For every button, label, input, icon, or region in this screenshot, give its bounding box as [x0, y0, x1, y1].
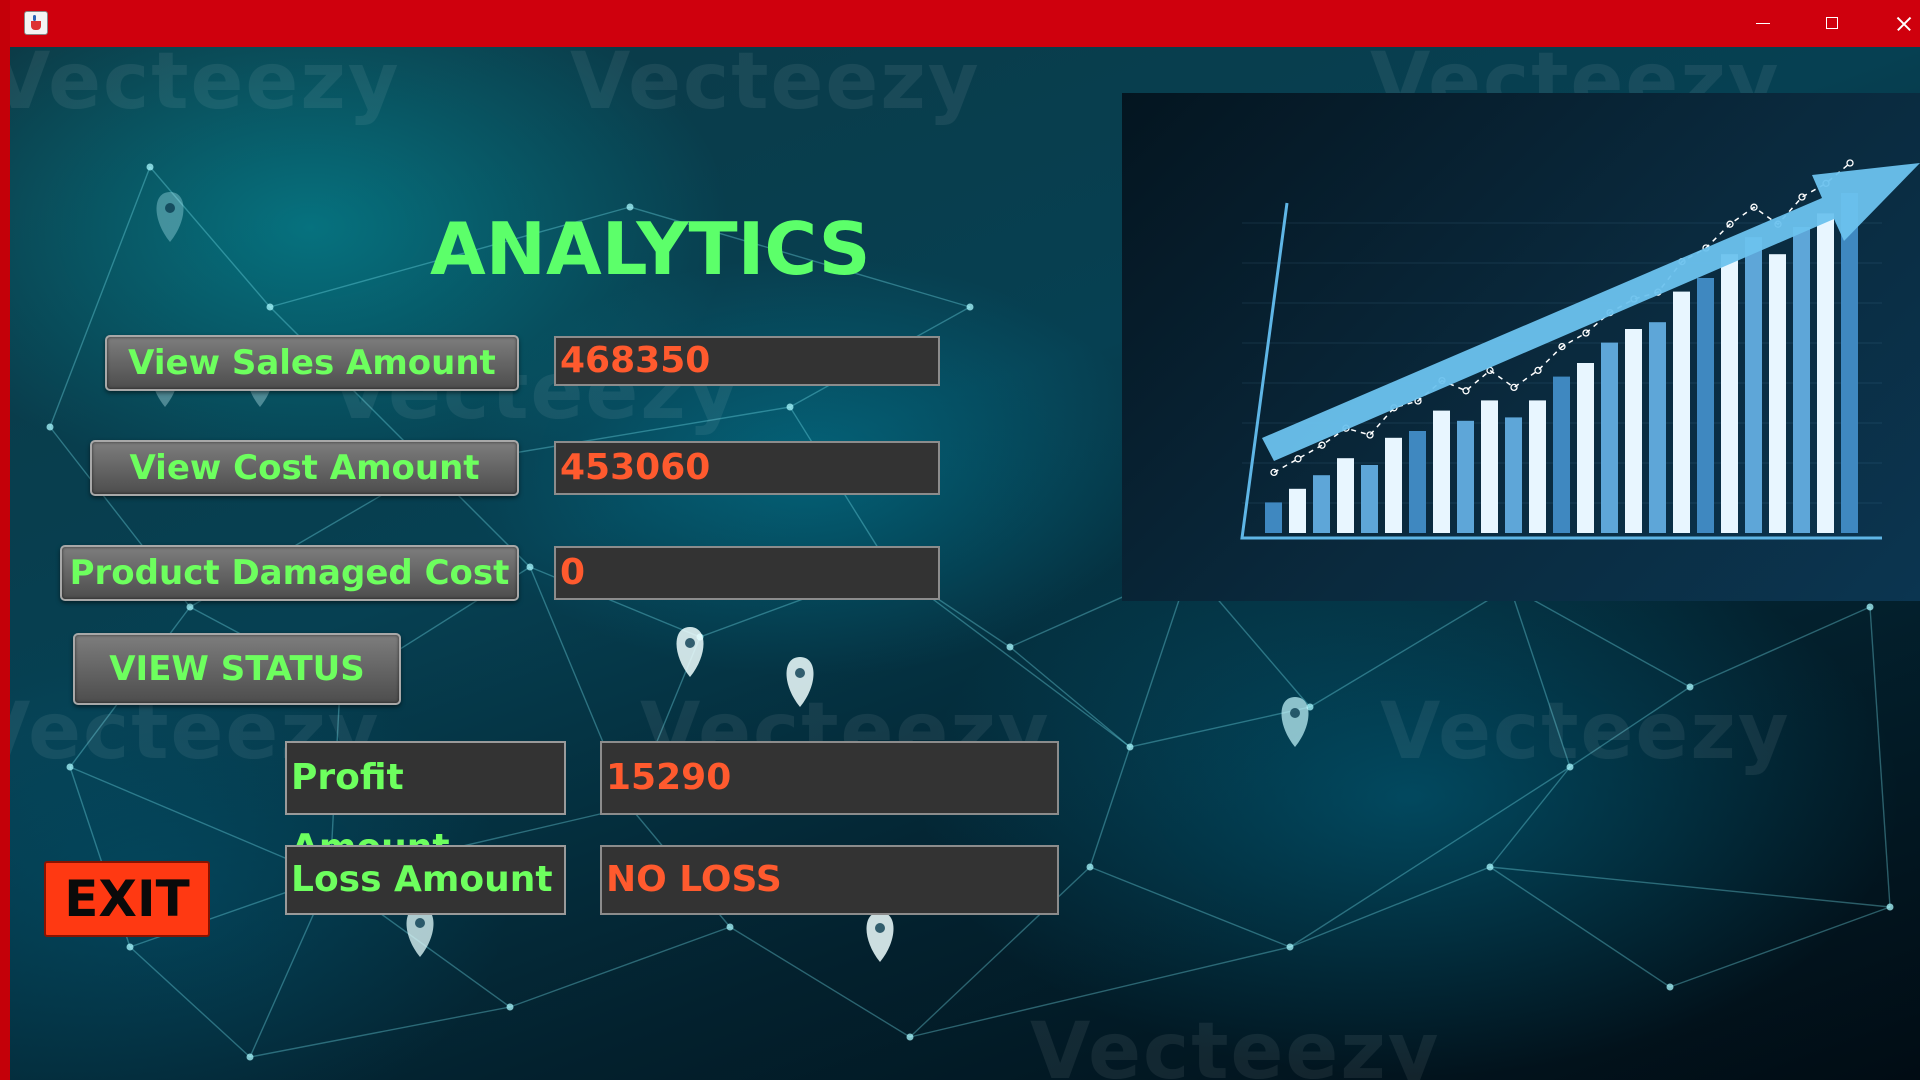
- decorative-chart-bar: [1841, 193, 1858, 533]
- decorative-chart-bar: [1721, 254, 1738, 533]
- loss-amount-field[interactable]: NO LOSS: [600, 845, 1059, 915]
- decorative-chart-bar: [1673, 291, 1690, 533]
- java-app-icon: [24, 11, 48, 35]
- watermark-text: Vecteezy: [1380, 687, 1791, 777]
- decorative-chart-bar: [1409, 431, 1426, 533]
- decorative-chart-bar: [1313, 475, 1330, 533]
- view-status-button[interactable]: VIEW STATUS: [73, 633, 401, 705]
- watermark-text: Vecteezy: [10, 47, 401, 127]
- analytics-panel: Vecteezy Vecteezy Vecteezy Vecteezy Vect…: [10, 47, 1920, 1080]
- title-bar: [0, 0, 1920, 47]
- watermark-text: Vecteezy: [570, 47, 981, 127]
- decorative-chart-bar: [1625, 329, 1642, 533]
- view-sales-amount-button[interactable]: View Sales Amount: [105, 335, 519, 391]
- decorative-chart-bar: [1697, 278, 1714, 533]
- decorative-growth-chart-image: [1122, 93, 1920, 601]
- profit-amount-field[interactable]: 15290: [600, 741, 1059, 815]
- product-damaged-cost-button[interactable]: Product Damaged Cost: [60, 545, 519, 601]
- cost-amount-field[interactable]: 453060: [554, 441, 940, 495]
- decorative-chart-bar: [1265, 502, 1282, 533]
- view-cost-amount-button[interactable]: View Cost Amount: [90, 440, 519, 496]
- minimize-button[interactable]: [1728, 0, 1798, 47]
- decorative-chart-bar: [1649, 322, 1666, 533]
- decorative-chart-bar: [1433, 410, 1450, 533]
- decorative-chart-bar: [1577, 363, 1594, 533]
- decorative-chart-bar: [1601, 342, 1618, 533]
- close-button[interactable]: [1868, 0, 1920, 47]
- decorative-chart-bar: [1769, 254, 1786, 533]
- decorative-chart-bar: [1505, 417, 1522, 533]
- watermark-text: Vecteezy: [1030, 1007, 1441, 1080]
- decorative-chart-bar: [1385, 437, 1402, 533]
- decorative-chart-bar: [1289, 488, 1306, 533]
- decorative-chart-bar: [1457, 420, 1474, 533]
- damaged-cost-field[interactable]: 0: [554, 546, 940, 600]
- profit-amount-label: Profit Amount: [285, 741, 566, 868]
- decorative-chart-bar: [1337, 458, 1354, 533]
- decorative-chart-bar: [1529, 400, 1546, 533]
- page-title: ANALYTICS: [430, 207, 871, 291]
- decorative-chart-bar: [1793, 227, 1810, 533]
- loss-amount-label: Loss Amount: [285, 845, 566, 915]
- exit-button[interactable]: EXIT: [44, 861, 210, 937]
- minimize-icon: [1756, 23, 1770, 24]
- decorative-chart-bar: [1481, 400, 1498, 533]
- window-left-border: [0, 0, 10, 1080]
- decorative-chart-bar: [1553, 376, 1570, 533]
- sales-amount-field[interactable]: 468350: [554, 336, 940, 386]
- maximize-icon: [1826, 17, 1838, 29]
- decorative-chart-bar: [1817, 213, 1834, 533]
- maximize-button[interactable]: [1798, 0, 1868, 47]
- decorative-chart-bar: [1361, 465, 1378, 533]
- decorative-chart-bar: [1745, 237, 1762, 533]
